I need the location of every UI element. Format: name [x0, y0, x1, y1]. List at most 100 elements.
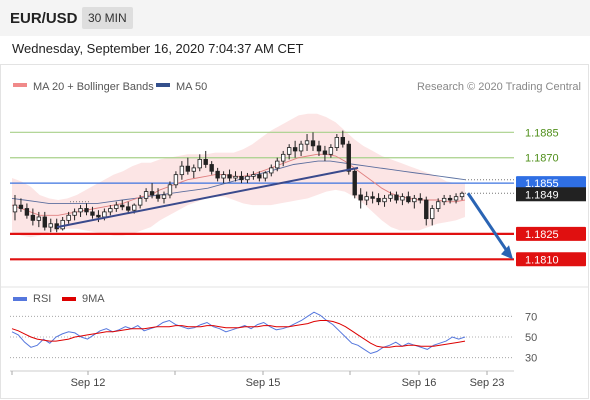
candle-body — [352, 170, 357, 196]
candle-body — [358, 194, 363, 201]
candle-body — [459, 192, 465, 198]
candle-body — [239, 175, 244, 181]
rsi-tick-label: 50 — [525, 332, 537, 344]
candle-body — [215, 170, 220, 179]
symbol-title: EUR/USD — [10, 10, 78, 27]
candle-body — [221, 174, 226, 179]
candle-body — [430, 208, 435, 220]
candle-body — [304, 140, 310, 145]
forecast-arrow-head — [501, 245, 513, 260]
candle-body — [36, 216, 42, 221]
x-tick-label: Sep 12 — [71, 377, 106, 389]
candle-body — [334, 137, 340, 148]
level-tag — [516, 226, 586, 241]
candle-body — [388, 194, 393, 199]
candle-body — [382, 197, 387, 203]
rsi-legend-swatch — [62, 297, 76, 301]
ma50-line — [11, 160, 466, 204]
candle-body — [143, 191, 149, 199]
rsi-ma9-line — [11, 320, 466, 348]
candle-body — [155, 194, 161, 199]
candle-body — [424, 199, 429, 220]
legend-label: MA 50 — [176, 81, 207, 93]
candle-body — [376, 197, 381, 203]
candle-body — [149, 191, 155, 196]
candle-body — [173, 174, 179, 186]
bollinger-band — [12, 113, 465, 238]
candle-body — [114, 204, 119, 209]
candle-body — [167, 184, 173, 196]
candle-body — [418, 197, 423, 201]
level-label: 1.1810 — [525, 254, 559, 266]
candle-body — [126, 206, 131, 211]
level-label: 1.1885 — [525, 127, 559, 139]
rsi-tick-label: 30 — [525, 353, 537, 365]
candle-body — [286, 147, 292, 155]
rsi-legend-label: 9MA — [82, 293, 105, 305]
candle-body — [72, 211, 77, 216]
last-price-label: 1.1849 — [525, 189, 559, 201]
candle-body — [179, 165, 185, 176]
candle-body — [328, 147, 334, 155]
candle-body — [394, 194, 399, 201]
candle-body — [370, 196, 375, 199]
candle-body — [251, 174, 256, 177]
candle-body — [281, 153, 286, 162]
candle-body — [263, 172, 268, 179]
candle-body — [42, 216, 47, 228]
candle-body — [18, 204, 24, 209]
candle-body — [346, 143, 351, 172]
candle-body — [412, 197, 417, 203]
x-tick-label: Sep 23 — [470, 377, 505, 389]
candle-body — [209, 164, 214, 172]
x-tick-label: Sep 16 — [402, 377, 437, 389]
candle-body — [84, 208, 89, 213]
candle-body — [441, 197, 447, 203]
candle-body — [203, 159, 208, 165]
candle-body — [310, 140, 316, 147]
candle-body — [191, 167, 196, 172]
rsi-legend-swatch — [13, 297, 27, 301]
candle-body — [185, 165, 191, 172]
credit-text: Research © 2020 Trading Central — [417, 81, 581, 93]
candle-body — [197, 159, 202, 169]
level-label: 1.1855 — [525, 178, 559, 190]
candle-body — [227, 174, 232, 179]
candle-body — [24, 208, 30, 216]
candle-body — [96, 214, 101, 218]
candle-body — [340, 137, 345, 145]
datetime-label: Wednesday, September 16, 2020 7:04:37 AM… — [12, 41, 304, 56]
candle-body — [60, 219, 65, 230]
header-bar: EUR/USD 30 MIN — [0, 0, 590, 36]
rsi-legend-label: RSI — [33, 293, 51, 305]
candle-body — [406, 196, 411, 203]
candle-body — [245, 175, 250, 181]
rsi-tick-label: 70 — [525, 311, 537, 323]
candle-body — [102, 211, 107, 218]
x-tick-label: Sep 15 — [246, 377, 281, 389]
candle-body — [447, 197, 453, 201]
level-label: 1.1825 — [525, 229, 559, 241]
legend-label: MA 20 + Bollinger Bands — [33, 81, 154, 93]
candle-body — [453, 196, 459, 201]
candle-body — [108, 208, 113, 213]
candle-body — [257, 174, 262, 179]
level-tag — [516, 176, 586, 191]
last-price-tag — [516, 187, 586, 202]
candle-body — [132, 204, 137, 211]
legend-swatch — [156, 83, 170, 87]
candle-body — [275, 160, 280, 169]
rsi-line — [11, 311, 466, 355]
candle-body — [30, 214, 36, 221]
candle-body — [48, 223, 53, 228]
candle-body — [364, 196, 369, 201]
timeframe-button[interactable]: 30 MIN — [82, 7, 133, 29]
candle-body — [233, 175, 238, 179]
candle-body — [435, 201, 441, 209]
candle-body — [292, 147, 298, 152]
trendline — [56, 166, 359, 229]
forecast-arrow-shaft — [466, 192, 510, 254]
candle-body — [120, 204, 125, 208]
legend-swatch — [13, 83, 27, 87]
